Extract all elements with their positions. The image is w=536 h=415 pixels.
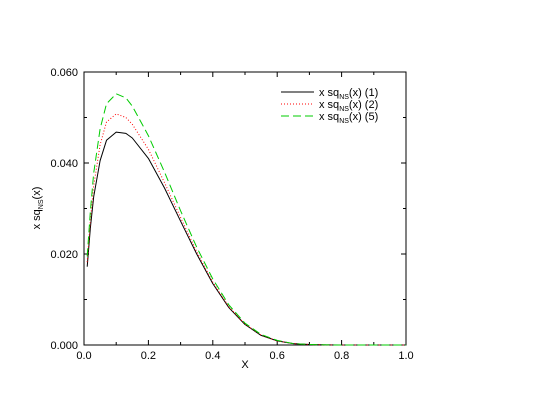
x-tick-label: 0.6 (270, 350, 285, 362)
y-tick-label: 0.000 (50, 340, 78, 352)
x-tick-label: 0.4 (205, 350, 220, 362)
x-axis-label: X (241, 359, 249, 371)
x-tick-label: 0.8 (334, 350, 349, 362)
legend-entry-label: x sqNS(x) (1) (319, 87, 378, 101)
y-tick-label: 0.040 (50, 158, 78, 170)
x-tick-label: 1.0 (398, 350, 413, 362)
legend-entry-label: x sqNS(x) (5) (319, 111, 378, 125)
x-tick-label: 0.0 (76, 350, 91, 362)
legend: x sqNS(x) (1)x sqNS(x) (2)x sqNS(x) (5) (281, 87, 378, 125)
y-axis-label: x sqNS(x) (31, 187, 45, 230)
series-layer (86, 93, 406, 346)
legend-entry-label: x sqNS(x) (2) (319, 99, 378, 113)
y-tick-label: 0.020 (50, 249, 78, 261)
y-axis-ticks: 0.000 0.020 0.040 0.060 (50, 67, 406, 352)
series-line-1 (86, 131, 406, 346)
y-tick-label: 0.060 (50, 67, 78, 79)
x-axis-ticks: 0.0 0.2 0.4 0.6 0.8 1.0 (76, 72, 414, 362)
series-line-3 (86, 93, 406, 346)
series-line-2 (86, 113, 406, 346)
x-tick-label: 0.2 (141, 350, 156, 362)
